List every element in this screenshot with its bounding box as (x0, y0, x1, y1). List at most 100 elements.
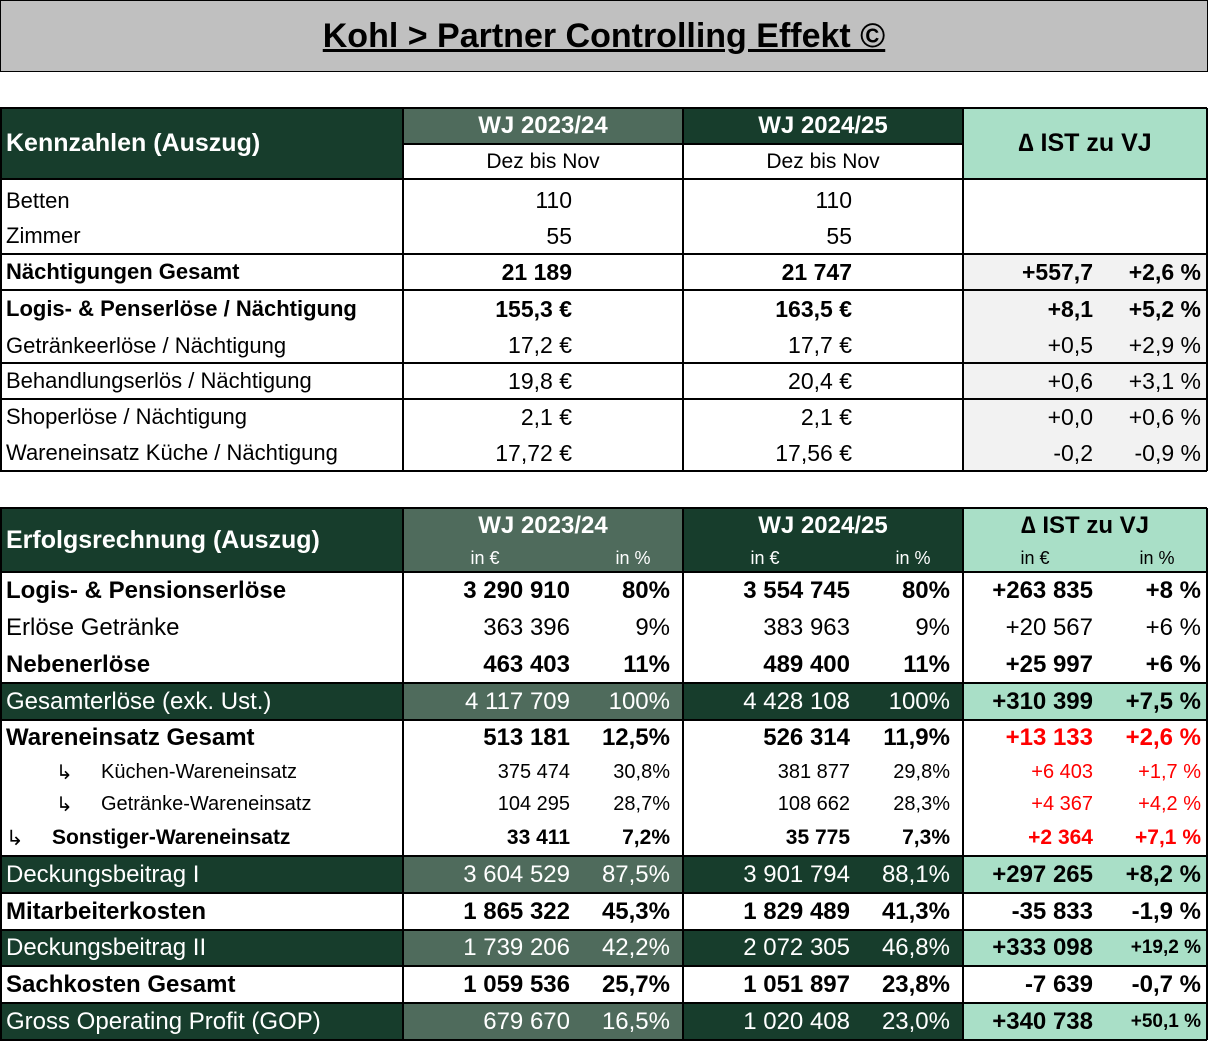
cell-value: 526 314 (763, 724, 850, 751)
cell-value: 21 189 (501, 258, 572, 285)
row-label: Wareneinsatz Gesamt (6, 724, 255, 751)
row-label: Logis- & Pensionserlöse (6, 577, 287, 604)
row-marker: ↳ (56, 761, 73, 784)
table-title: Erfolgsrechnung (Auszug) (6, 525, 320, 554)
row-label: Shoperlöse / Nächtigung (6, 404, 247, 429)
rule (0, 107, 1207, 109)
row-background (683, 683, 963, 720)
rule (0, 362, 1207, 364)
cell-value: 21 747 (781, 258, 852, 285)
cell-value: 9% (915, 614, 950, 641)
cell-value: 23,0% (881, 1007, 950, 1035)
cell-value: 1 020 408 (743, 1007, 850, 1035)
cell-value: 163,5 € (775, 295, 852, 322)
cell-value: 16,5% (601, 1007, 670, 1035)
header-cell (403, 108, 683, 144)
rule (0, 178, 1207, 180)
cell-value: -0,7 % (1131, 970, 1201, 998)
cell-value: +310 399 (992, 687, 1093, 715)
header-cell (0, 508, 403, 572)
cell-value: 3 554 745 (743, 577, 850, 604)
rule (682, 508, 684, 1040)
rule (402, 108, 404, 471)
cell-value: +8,1 (1047, 295, 1093, 322)
cell-value: +20 567 (1005, 614, 1093, 641)
column-header: WJ 2024/25 (758, 512, 888, 539)
cell-value: 1 865 322 (463, 897, 570, 925)
cell-value: 55 (546, 222, 572, 249)
cell-value: +6 403 (1031, 760, 1093, 783)
row-background (403, 683, 683, 720)
cell-value: 2 072 305 (743, 934, 850, 961)
row-background (963, 1003, 1207, 1040)
cell-value: +2,6 % (1128, 258, 1201, 285)
row-label: Erlöse Getränke (6, 614, 180, 641)
cell-value: +1,7 % (1138, 760, 1201, 783)
cell-value: 42,2% (601, 934, 670, 961)
rule (0, 470, 1207, 472)
row-background (0, 1003, 403, 1040)
rule (962, 108, 964, 471)
cell-value: 23,8% (881, 970, 950, 998)
cell-value: 513 181 (483, 724, 570, 751)
column-header: WJ 2023/24 (478, 512, 608, 539)
cell-value: 17,2 € (508, 332, 572, 358)
cell-value: 35 775 (785, 826, 850, 849)
cell-value: 383 963 (763, 614, 850, 641)
unit-label: in % (1139, 547, 1175, 568)
cell-value: 3 604 529 (463, 860, 570, 888)
cell-value: +5,2 % (1128, 295, 1201, 322)
cell-value: 3 290 910 (463, 577, 570, 604)
cell-value: 104 295 (497, 792, 570, 815)
column-subheader: Dez bis Nov (486, 149, 600, 173)
rule (0, 719, 1207, 721)
cell-value: 19,8 € (508, 367, 572, 394)
row-label: Getränkeerlöse / Nächtigung (6, 332, 287, 358)
column-header: ∆ IST zu VJ (1020, 512, 1150, 539)
cell-value: +8 % (1145, 577, 1201, 604)
cell-value: -35 833 (1011, 897, 1093, 925)
cell-value: 12,5% (601, 724, 670, 751)
cell-value: 25,7% (601, 970, 670, 998)
cell-value: 7,3% (902, 826, 950, 849)
cell-value: 80% (901, 577, 950, 604)
rule (0, 965, 1207, 967)
header-cell (683, 108, 963, 144)
rule (1206, 108, 1208, 471)
cell-value: 20,4 € (788, 367, 852, 394)
cell-value: 375 474 (497, 760, 570, 783)
cell-value: +340 738 (992, 1007, 1093, 1035)
header-cell (403, 508, 683, 572)
cell-value: +0,0 (1047, 403, 1093, 430)
column-header: ∆ IST zu VJ (1018, 129, 1152, 157)
row-label: Deckungsbeitrag I (6, 860, 200, 888)
cell-value: 1 059 536 (463, 970, 570, 998)
rule (402, 508, 404, 1040)
cell-value: 679 670 (483, 1007, 570, 1035)
cell-value: 100% (888, 687, 950, 715)
cell-value: +2,9 % (1128, 332, 1201, 358)
cell-value: 4 117 709 (465, 687, 570, 715)
row-label: Küchen-Wareneinsatz (101, 760, 298, 783)
row-label: Mitarbeiterkosten (6, 897, 207, 925)
cell-value: 11% (623, 650, 670, 678)
rule (0, 571, 1207, 573)
rule (0, 253, 1207, 255)
cell-value: 363 396 (483, 614, 570, 641)
cell-value: 28,7% (613, 792, 670, 815)
cell-value: +0,6 (1047, 367, 1093, 394)
row-background (0, 856, 403, 893)
rule (0, 682, 1207, 684)
row-background (963, 856, 1207, 893)
cell-value: 55 (826, 222, 852, 249)
cell-value: 28,3% (893, 792, 950, 815)
table-title: Kennzahlen (Auszug) (6, 129, 261, 157)
cell-value: 2,1 € (520, 403, 572, 430)
cell-value: 3 901 794 (743, 860, 850, 888)
column-header: WJ 2023/24 (478, 112, 608, 139)
cell-value: 80% (621, 577, 670, 604)
cell-value: +557,7 (1022, 258, 1093, 285)
rule (0, 289, 1207, 291)
cell-value: -0,2 (1053, 439, 1093, 466)
